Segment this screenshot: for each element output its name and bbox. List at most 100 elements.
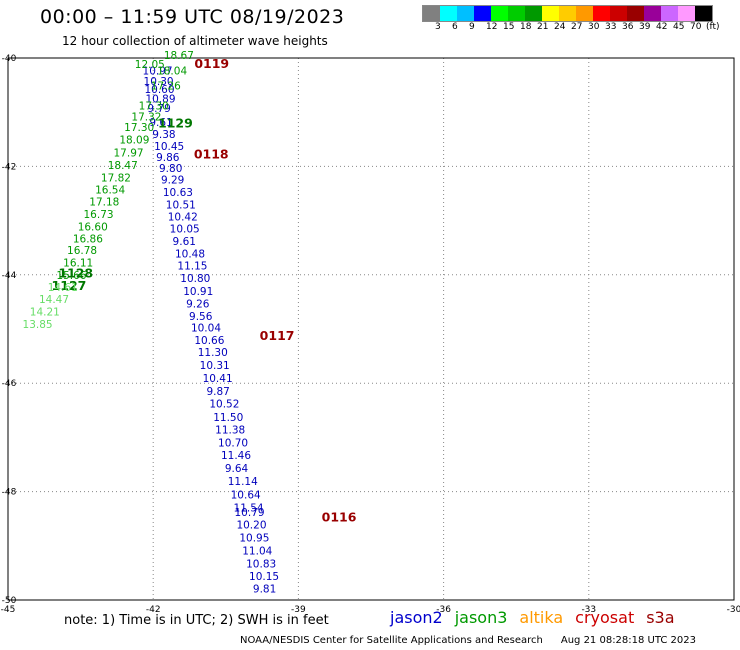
color-swatch <box>593 6 610 21</box>
x-tick-label: -39 <box>291 605 306 615</box>
data-point-label: 17.32 <box>131 111 161 123</box>
color-scale-tick: 18 <box>520 22 532 32</box>
data-point-label: 18.67 <box>164 50 194 62</box>
color-scale-tick: 6 <box>452 22 458 32</box>
data-point-label: 14.61 <box>48 282 78 294</box>
time-label: 1129 <box>158 115 193 130</box>
chart-title: 00:00 – 11:59 UTC 08/19/2023 <box>40 6 345 28</box>
y-tick-label: -40 <box>2 54 17 64</box>
color-swatch <box>542 6 559 21</box>
data-point-label: 11.04 <box>242 545 272 557</box>
chart-subtitle: 12 hour collection of altimeter wave hei… <box>62 34 328 48</box>
data-point-label: 16.54 <box>95 185 125 197</box>
y-tick-label: -48 <box>2 488 17 498</box>
data-point-label: 17.82 <box>101 173 131 185</box>
data-point-label: 16.78 <box>67 245 97 257</box>
color-swatch <box>559 6 576 21</box>
color-swatch <box>474 6 491 21</box>
data-point-label: 9.38 <box>152 129 175 141</box>
color-swatch <box>508 6 525 21</box>
data-point-label: 11.14 <box>228 476 258 488</box>
legend-item-altika: altika <box>519 608 564 627</box>
color-scale-tick: 9 <box>469 22 475 32</box>
data-point-label: 14.21 <box>30 306 60 318</box>
data-point-label: 18.47 <box>108 160 138 172</box>
color-swatch <box>644 6 661 21</box>
data-point-label: 11.15 <box>177 260 207 272</box>
data-point-label: 10.51 <box>166 200 196 212</box>
data-point-label: 9.81 <box>253 583 276 595</box>
color-swatch <box>610 6 627 21</box>
data-point-label: 10.89 <box>145 93 175 105</box>
color-scale-labels: 3 6 9 12 15 18 21 24 27 30 33 36 39 42 45 70 (ft) <box>422 22 740 34</box>
data-point-label: 14.47 <box>39 294 69 306</box>
data-point-label: 10.64 <box>231 490 261 502</box>
data-point-label: 10.30 <box>144 76 174 88</box>
data-point-label: 11.50 <box>213 412 243 424</box>
data-point-label: 9.80 <box>159 163 182 175</box>
color-swatch <box>457 6 474 21</box>
data-point-label: 11.46 <box>221 450 251 462</box>
data-point-label: 10.15 <box>249 571 279 583</box>
y-tick-label: -42 <box>2 162 17 172</box>
legend-item-s3a: s3a <box>646 608 675 627</box>
data-point-label: 16.86 <box>73 233 103 245</box>
data-point-label: 10.48 <box>175 248 205 260</box>
data-point-label: 11.38 <box>215 425 245 437</box>
color-scale-tick: 33 <box>605 22 617 32</box>
color-swatch <box>627 6 644 21</box>
data-point-label: 9.61 <box>173 236 196 248</box>
data-point-label: 18.09 <box>119 135 149 147</box>
data-point-label: 9.64 <box>225 463 249 475</box>
data-point-label: 10.97 <box>143 65 173 77</box>
data-point-label: 10.83 <box>246 558 276 570</box>
data-point-label: 11.30 <box>198 347 228 359</box>
data-point-label: 10.66 <box>194 335 224 347</box>
data-point-label: 10.80 <box>180 273 210 285</box>
data-point-label: 9.79 <box>147 103 170 115</box>
data-point-label: 17.30 <box>124 122 154 134</box>
color-scale-tick: 36 <box>622 22 634 32</box>
data-point-label: 9.86 <box>156 152 180 164</box>
x-tick-label: -45 <box>1 605 16 615</box>
data-point-label: 10.05 <box>170 224 200 236</box>
color-scale-tick: 30 <box>588 22 600 32</box>
color-swatch <box>525 6 542 21</box>
data-point-label: 16.11 <box>63 258 93 270</box>
data-point-label: 10.42 <box>168 212 198 224</box>
data-point-label: 10.79 <box>235 507 265 519</box>
time-label: 0116 <box>322 509 357 524</box>
data-point-label: 10.04 <box>191 323 221 335</box>
data-point-label: 10.60 <box>144 84 174 96</box>
credit-text: NOAA/NESDIS Center for Satellite Applica… <box>240 635 543 646</box>
data-point-label: 16.60 <box>78 221 108 233</box>
color-scale-tick: 21 <box>537 22 549 32</box>
color-swatch <box>576 6 593 21</box>
time-label: 1128 <box>58 266 93 281</box>
data-point-label: 15.66 <box>56 270 86 282</box>
y-tick-label: -44 <box>2 271 17 281</box>
data-point-label: 9.87 <box>206 386 229 398</box>
data-point-label: 18.04 <box>157 65 187 77</box>
satellite-legend: jason2 jason3 altika cryosat s3a <box>390 608 687 627</box>
data-point-label: 17.30 <box>139 100 169 112</box>
color-scale-tick: 15 <box>503 22 515 32</box>
data-point-label: 11.54 <box>234 503 264 515</box>
x-tick-label: -30 <box>727 605 740 615</box>
time-label: 0117 <box>260 328 295 343</box>
data-point-label: 9.29 <box>161 175 184 187</box>
data-point-label: 10.41 <box>203 373 233 385</box>
legend-item-jason3: jason3 <box>454 608 508 627</box>
data-point-label: 12.05 <box>135 59 165 71</box>
data-point-label: 9.56 <box>189 311 213 323</box>
data-point-label: 10.95 <box>239 532 269 544</box>
y-tick-label: -50 <box>2 596 17 606</box>
data-point-label: 10.91 <box>183 286 213 298</box>
data-point-label: 9.61 <box>149 117 172 129</box>
units-note: note: 1) Time is in UTC; 2) SWH is in fe… <box>64 613 329 628</box>
data-point-label: 10.63 <box>163 187 193 199</box>
legend-item-jason2: jason2 <box>390 608 443 627</box>
legend-item-cryosat: cryosat <box>575 608 635 627</box>
color-scale-tick: 27 <box>571 22 583 32</box>
